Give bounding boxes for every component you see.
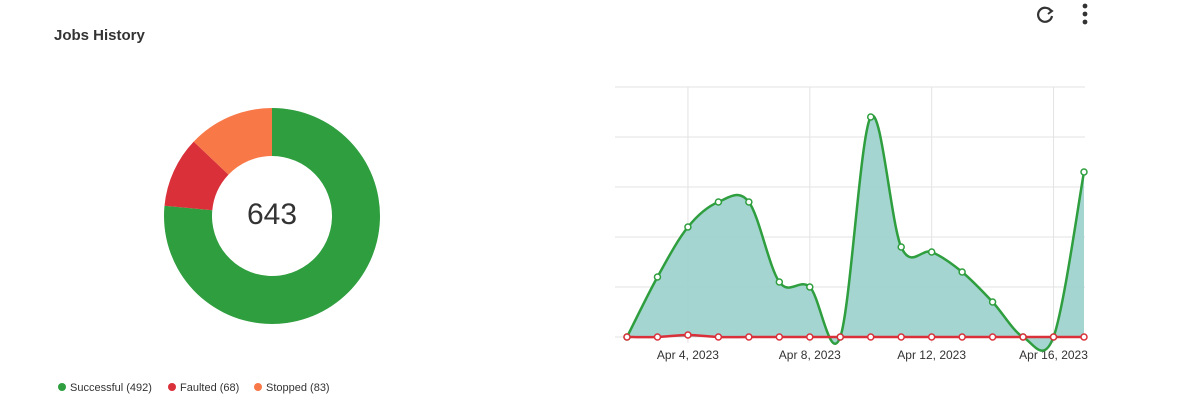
x-tick-label: Apr 8, 2023 [779,348,841,362]
refresh-icon[interactable] [1037,6,1054,23]
point [988,298,997,306]
legend-swatch [168,383,176,391]
legend-label: Stopped (83) [266,382,330,394]
legend-label: Faulted (68) [180,382,239,394]
point [745,198,753,206]
donut-slice [193,108,272,175]
point [897,243,905,251]
widget-title: Jobs History [54,27,146,44]
x-tick-label: Apr 12, 2023 [897,348,966,362]
point [897,333,905,341]
point [958,268,966,276]
donut-slice [164,141,229,211]
point [1049,333,1058,341]
point [775,333,784,341]
legend-label: Successful (492) [70,382,152,394]
point [927,333,936,341]
point [775,278,784,286]
legend-swatch [58,383,66,391]
point [958,333,966,341]
point [927,248,936,256]
point [745,333,753,341]
point [836,333,845,341]
point [866,113,875,121]
point [1019,333,1027,341]
point [684,331,692,339]
legend-swatch [254,383,262,391]
point [988,333,997,341]
x-tick-label: Apr 16, 2023 [1019,348,1088,362]
donut-slice [164,108,380,324]
more-menu-icon[interactable] [1082,3,1088,25]
point [806,283,814,291]
point [1080,333,1088,341]
point [653,273,662,281]
point [714,333,723,341]
point [623,333,631,341]
donut-center-label: 643 [247,198,297,231]
x-tick-label: Apr 4, 2023 [657,348,719,362]
point [806,333,814,341]
point [866,333,875,341]
point [653,333,662,341]
point [714,198,723,206]
point [1080,168,1088,176]
line [626,333,1084,339]
point [684,223,692,231]
